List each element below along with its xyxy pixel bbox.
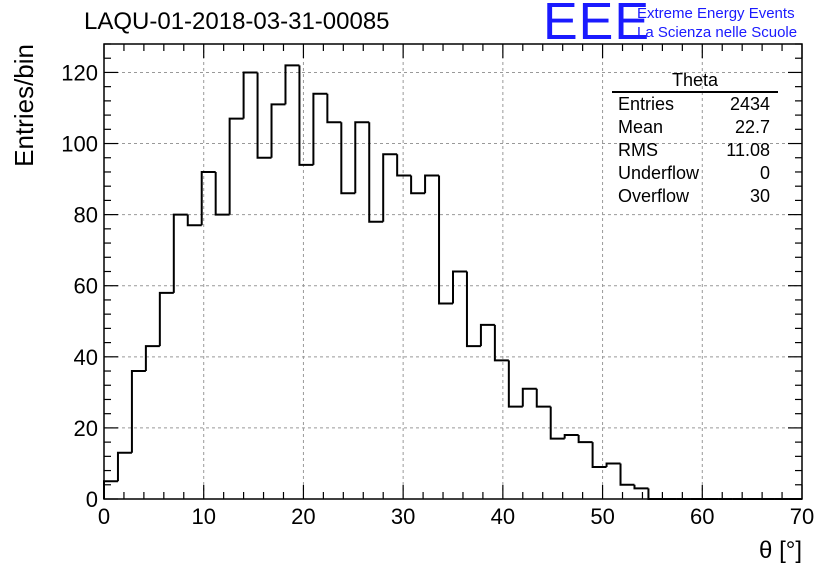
histogram-bin — [214, 171, 230, 216]
histogram-bin — [340, 122, 356, 195]
x-tick-label: 0 — [98, 504, 110, 529]
histogram-bin — [619, 463, 635, 486]
histogram-bin — [410, 175, 426, 195]
x-tick-label: 40 — [491, 504, 515, 529]
histogram-bin — [284, 64, 300, 105]
histogram-bin — [200, 170, 216, 226]
y-tick-label: 20 — [74, 416, 98, 441]
histogram-bin — [549, 406, 565, 440]
histogram-bin — [465, 271, 481, 348]
stats-value: 30 — [749, 186, 770, 206]
histogram-bin — [228, 117, 244, 215]
stats-row-entries: Entries 2434 — [612, 93, 778, 116]
histogram-bin — [270, 103, 286, 158]
y-tick-label: 60 — [74, 274, 98, 299]
stats-value: 11.08 — [726, 140, 770, 160]
stats-label: Underflow — [618, 163, 700, 183]
y-tick-label: 40 — [74, 345, 98, 370]
stats-value: 0 — [759, 163, 770, 183]
histogram-bin — [479, 323, 495, 347]
stats-row-mean: Mean 22.7 — [612, 116, 778, 139]
y-axis-label: Entries/bin — [9, 44, 39, 167]
stats-label: RMS — [618, 140, 658, 160]
histogram-bin — [103, 480, 118, 499]
stats-value: 22.7 — [734, 117, 770, 137]
histogram-bin — [172, 213, 188, 293]
histogram-bin — [382, 153, 398, 222]
stats-label: Mean — [618, 117, 664, 137]
logo-caption-line-1: Extreme Energy Events — [637, 5, 795, 22]
histogram-bin — [242, 71, 258, 119]
histogram-bin — [130, 370, 146, 453]
histogram-bin — [438, 175, 453, 305]
histogram-bin — [591, 442, 607, 469]
x-axis-label: θ [°] — [759, 537, 802, 564]
histogram-bin — [116, 451, 132, 482]
stats-box: Theta Entries 2434 Mean 22.7 RMS 11.08 Underfl… — [612, 70, 778, 208]
stats-label: Entries — [618, 94, 675, 114]
stats-row-underflow: Underflow 0 — [612, 162, 778, 185]
histogram-bin — [493, 324, 509, 362]
histogram-bin — [256, 72, 272, 159]
histogram-bin — [298, 65, 314, 166]
histogram-bin — [563, 434, 579, 439]
histogram-bin — [186, 214, 202, 227]
histogram-bin — [424, 174, 440, 194]
histogram-bin — [312, 92, 328, 165]
y-tick-label: 120 — [61, 60, 98, 85]
y-tick-label: 0 — [86, 487, 98, 512]
x-tick-label: 10 — [191, 504, 215, 529]
histogram-bin — [158, 291, 174, 347]
histogram-bin — [521, 387, 537, 407]
histogram-bin — [368, 122, 384, 223]
stats-rows: Entries 2434 Mean 22.7 RMS 11.08 Underflow 0 Ove… — [612, 93, 778, 208]
x-tick-label: 30 — [391, 504, 415, 529]
stats-row-overflow: Overflow 30 — [612, 185, 778, 208]
histogram-bin — [354, 121, 370, 194]
y-tick-label: 100 — [61, 132, 98, 157]
logo-caption: Extreme Energy Events La Scienza nelle S… — [637, 4, 797, 42]
x-tick-label: 70 — [790, 504, 814, 529]
stats-title: Theta — [612, 70, 778, 93]
eee-logo: EEE — [543, 0, 651, 51]
histogram-bin — [326, 93, 342, 124]
stats-label: Overflow — [618, 186, 690, 206]
stats-row-rms: RMS 11.08 — [612, 139, 778, 162]
logo-caption-line-2: La Scienza nelle Scuole — [637, 24, 798, 41]
histogram-bin — [577, 435, 593, 444]
histogram-bin — [633, 484, 649, 490]
histogram-bin — [535, 388, 551, 408]
x-tick-label: 20 — [291, 504, 315, 529]
histogram-bin — [507, 360, 523, 408]
x-tick-label: 50 — [590, 504, 614, 529]
stats-value: 2434 — [729, 94, 770, 114]
histogram-bin — [144, 345, 160, 372]
y-tick-label: 80 — [74, 203, 98, 228]
histogram-bin — [647, 488, 663, 500]
x-tick-label: 60 — [690, 504, 714, 529]
histogram-bin — [605, 462, 621, 468]
histogram-bin — [396, 154, 412, 177]
chart-title: LAQU-01-2018-03-31-00085 — [84, 8, 390, 35]
histogram-bin — [452, 270, 467, 304]
